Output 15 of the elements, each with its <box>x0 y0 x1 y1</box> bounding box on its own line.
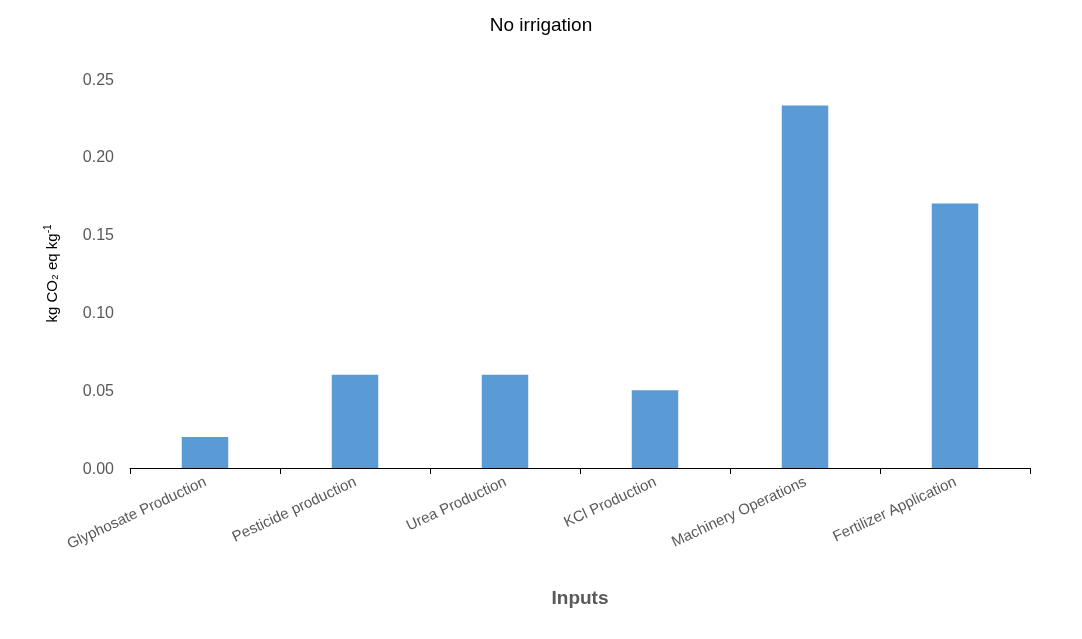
bar <box>781 105 829 468</box>
y-tick-label: 0.05 <box>82 381 115 399</box>
bar <box>181 436 229 468</box>
y-tick-label: 0.00 <box>82 459 115 477</box>
y-tick-label: 0.10 <box>82 303 115 321</box>
x-axis-title: Inputs <box>551 587 609 608</box>
y-axis-title: kg CO₂ eq kg-1 <box>41 224 60 323</box>
y-tick-label: 0.20 <box>82 148 115 166</box>
bar <box>931 203 979 468</box>
bar <box>631 390 679 468</box>
chart-title: No irrigation <box>489 14 593 35</box>
bar <box>331 374 379 468</box>
bar <box>481 374 529 468</box>
y-tick-label: 0.15 <box>82 226 115 244</box>
y-tick-label: 0.25 <box>82 70 115 88</box>
